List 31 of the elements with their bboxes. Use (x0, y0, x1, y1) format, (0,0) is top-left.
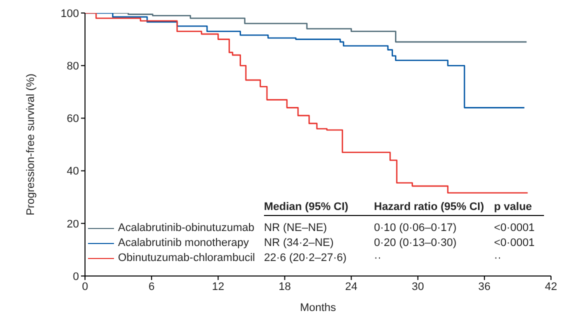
annotation: ·· (494, 251, 502, 266)
annotation: ·· (374, 251, 382, 266)
x-tick-label: 24 (345, 280, 358, 293)
legend-label: Obinutuzumab-chlorambucil (118, 251, 256, 266)
x-tick-label: 30 (412, 280, 424, 293)
x-tick-label: 12 (212, 280, 224, 293)
y-tick-label: 60 (66, 113, 79, 126)
x-tick-label: 0 (82, 280, 88, 293)
annotation: p value (494, 200, 532, 215)
y-axis-title: Progression-free survival (%) (24, 74, 37, 216)
annotation: Hazard ratio (95% CI) (374, 200, 486, 215)
y-tick-label: 80 (66, 60, 79, 73)
x-tick-label: 6 (148, 280, 155, 293)
x-axis-title: Months (300, 302, 337, 314)
annotation: 22·6 (20·2–27·6) (264, 251, 348, 266)
x-tick-label: 42 (544, 280, 558, 293)
annotation: <0·0001 (494, 236, 535, 251)
annotation: 0·20 (0·13–0·30) (374, 236, 458, 251)
annotation: 0·10 (0·06–0·17) (374, 221, 458, 236)
y-tick-label: 0 (72, 270, 79, 283)
annotation: NR (NE–NE) (264, 221, 328, 236)
annotation: Median (95% CI) (264, 200, 350, 215)
legend-label: Acalabrutinib-obinutuzumab (118, 221, 256, 236)
x-tick-label: 36 (478, 280, 491, 293)
legend-label: Acalabrutinib monotherapy (118, 236, 250, 251)
annotation: NR (34·2–NE) (264, 236, 335, 251)
y-tick-label: 100 (60, 8, 79, 20)
x-tick-label: 18 (278, 280, 291, 293)
y-tick-label: 20 (66, 218, 79, 230)
y-tick-label: 40 (66, 166, 79, 178)
annotation: <0·0001 (494, 221, 535, 236)
